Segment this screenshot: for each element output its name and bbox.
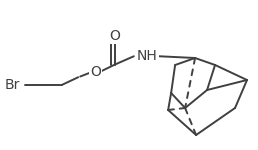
Text: Br: Br	[4, 78, 20, 92]
Text: O: O	[90, 65, 101, 79]
Text: NH: NH	[137, 48, 158, 63]
Text: O: O	[110, 29, 120, 43]
